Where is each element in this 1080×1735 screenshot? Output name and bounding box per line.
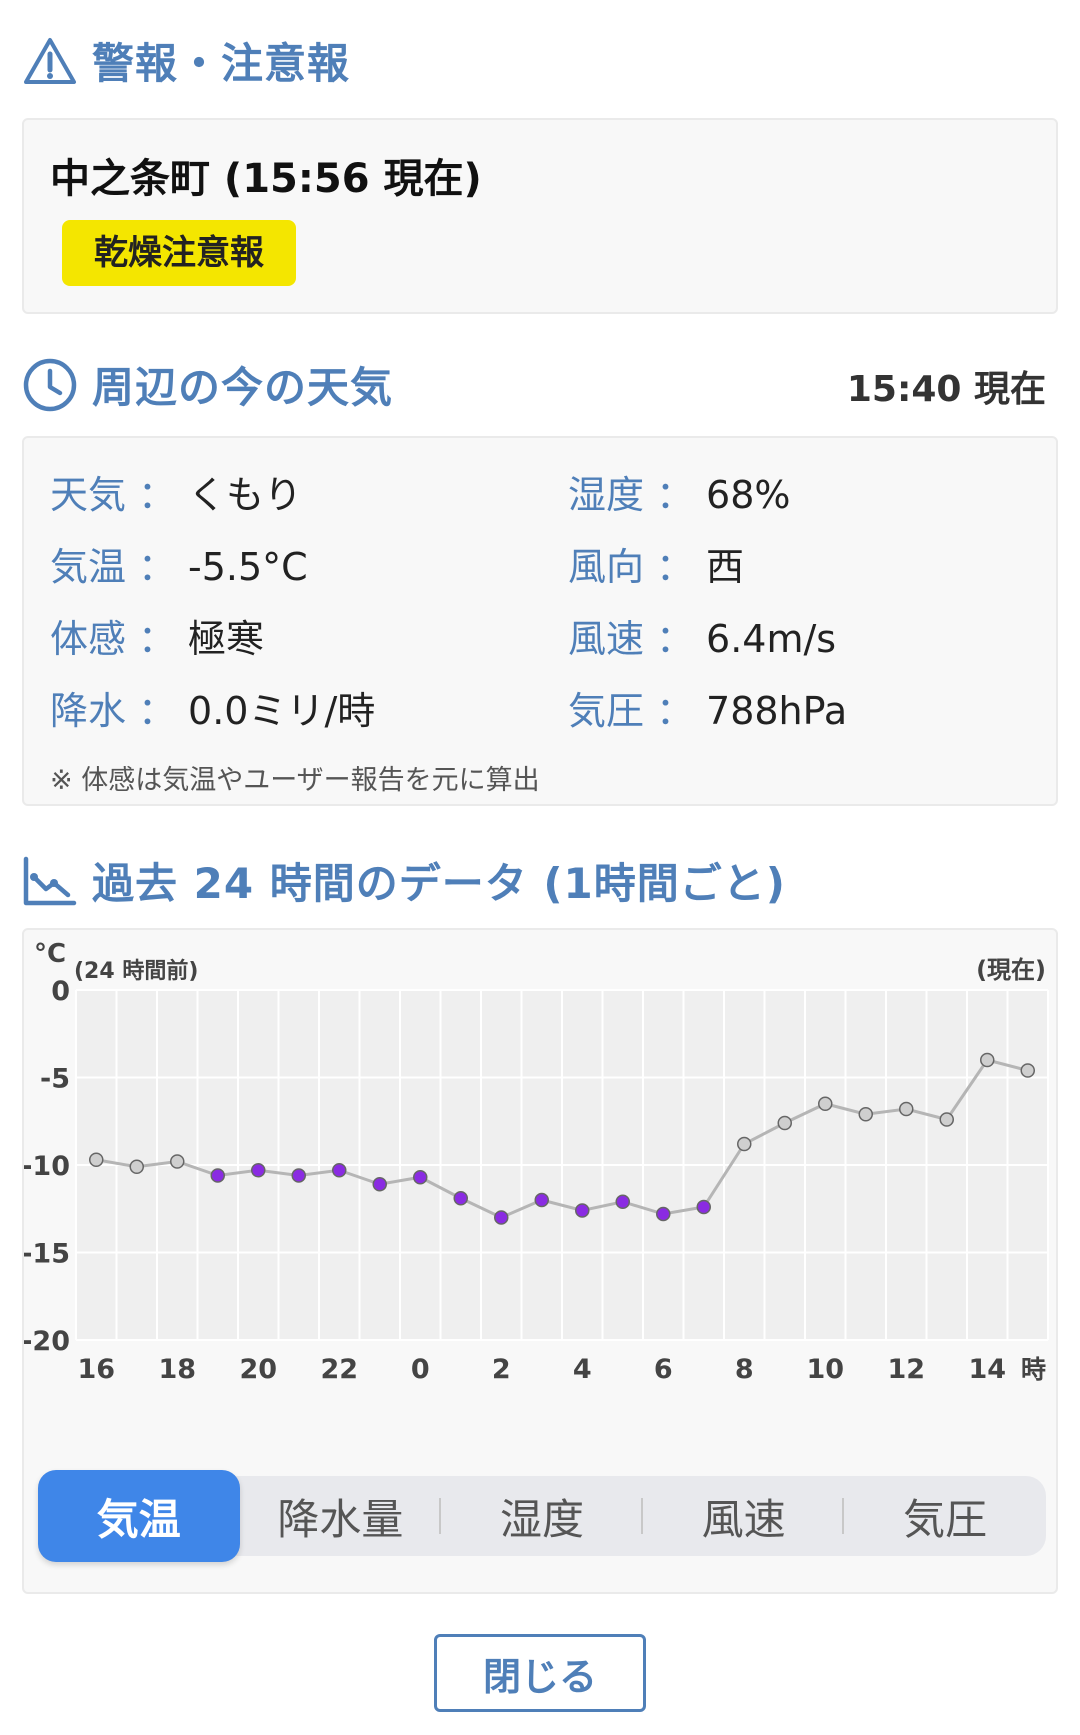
pressure-label: 気圧 xyxy=(568,689,645,733)
data-point xyxy=(899,1101,914,1117)
pressure-value: 788hPa xyxy=(706,689,848,733)
history-title: 過去 24 時間のデータ (1時間ごと) xyxy=(22,850,786,911)
current-weather-title: 周辺の今の天気 xyxy=(22,354,393,415)
x-tick-label: 8 xyxy=(735,1354,754,1385)
tab-precipitation[interactable]: 降水量 xyxy=(240,1476,442,1556)
wind-direction-item: 風向 ： 西 xyxy=(568,536,744,591)
data-point xyxy=(534,1192,549,1208)
data-point xyxy=(413,1170,428,1185)
x-tick-label: 20 xyxy=(239,1354,277,1385)
tab-pressure[interactable]: 気圧 xyxy=(903,1494,988,1544)
feels-like-note: ※ 体感は気温やユーザー報告を元に算出 xyxy=(50,765,540,796)
data-point xyxy=(129,1159,144,1174)
alerts-title: 警報・注意報 xyxy=(22,30,350,91)
x-tick-label: 18 xyxy=(158,1354,196,1385)
history-tabs: 気温 降水量 湿度 風速 気圧 xyxy=(38,1470,1046,1562)
feels-like-label: 体感 xyxy=(50,617,127,661)
current-weather-card: 天気 ： くもり 湿度 ： 68% 気温 ： -5.5°C 風向 ： 西 体感 … xyxy=(22,436,1058,806)
humidity-label: 湿度 xyxy=(568,473,645,517)
data-point xyxy=(818,1096,833,1111)
end-note: (現在) xyxy=(976,956,1046,984)
y-tick-label: -20 xyxy=(24,1326,70,1357)
x-tick-label: 4 xyxy=(573,1354,592,1385)
humidity-value: 68% xyxy=(706,473,791,517)
data-point xyxy=(372,1177,387,1192)
temperature-item: 気温 ： -5.5°C xyxy=(50,536,308,591)
line-chart-icon xyxy=(23,856,77,905)
warning-icon xyxy=(24,37,76,84)
wind-speed-item: 風速 ： 6.4m/s xyxy=(568,608,836,663)
data-point xyxy=(291,1168,306,1183)
temperature-value: -5.5°C xyxy=(188,545,308,589)
tab-wind-speed[interactable]: 風速 xyxy=(643,1476,845,1556)
dry-air-advisory-badge[interactable]: 乾燥注意報 xyxy=(62,220,296,286)
humidity-item: 湿度 ： 68% xyxy=(568,464,791,519)
data-point xyxy=(696,1199,711,1215)
y-axis-unit: °C xyxy=(34,939,66,969)
x-tick-label: 14 xyxy=(968,1354,1006,1385)
x-tick-label: 0 xyxy=(411,1354,430,1385)
precipitation-value: 0.0ミリ/時 xyxy=(188,689,376,733)
data-point xyxy=(980,1052,995,1068)
weather-value: くもり xyxy=(188,473,303,517)
y-tick-label: 0 xyxy=(51,976,70,1007)
data-point xyxy=(89,1152,104,1167)
data-point xyxy=(251,1163,266,1178)
alert-card: 中之条町 (15:56 現在) 乾燥注意報 xyxy=(22,118,1058,314)
data-point xyxy=(656,1206,671,1222)
feels-like-item: 体感 ： 極寒 xyxy=(50,608,264,663)
tab-temperature[interactable]: 気温 xyxy=(38,1470,240,1562)
y-tick-label: -5 xyxy=(40,1064,70,1095)
x-tick-label: 16 xyxy=(77,1354,115,1385)
wind-speed-value: 6.4m/s xyxy=(706,617,837,661)
x-tick-label: 10 xyxy=(806,1354,844,1385)
tab-humidity[interactable]: 湿度 xyxy=(441,1476,643,1556)
close-button[interactable]: 閉じる xyxy=(434,1634,646,1712)
x-tick-label: 22 xyxy=(320,1354,358,1385)
data-point xyxy=(332,1163,347,1178)
wind-speed-label: 風速 xyxy=(568,617,645,661)
y-tick-label: -15 xyxy=(24,1239,70,1270)
data-point xyxy=(494,1210,509,1225)
data-point xyxy=(777,1115,792,1131)
precipitation-item: 降水 ： 0.0ミリ/時 xyxy=(50,680,375,735)
start-note: (24 時間前) xyxy=(74,958,198,984)
data-point xyxy=(615,1194,630,1209)
current-weather-time: 15:40 現在 xyxy=(846,369,1046,410)
y-tick-label: -10 xyxy=(24,1151,70,1182)
wind-direction-label: 風向 xyxy=(568,545,645,589)
temperature-label: 気温 xyxy=(50,545,127,589)
data-point xyxy=(858,1107,873,1122)
data-point xyxy=(575,1203,590,1218)
data-point xyxy=(210,1168,225,1183)
data-point xyxy=(1020,1063,1035,1078)
weather-item: 天気 ： くもり xyxy=(50,464,302,519)
data-point xyxy=(453,1191,468,1206)
weather-label: 天気 xyxy=(50,473,127,517)
pressure-item: 気圧 ： 788hPa xyxy=(568,680,847,735)
history-chart-card: °C (24 時間前) (現在) 0 -5 -10 -15 -20 16 18 20 22 0 2 4 6 8 1… xyxy=(22,928,1058,1594)
feels-like-value: 極寒 xyxy=(188,617,265,661)
wind-direction-value: 西 xyxy=(706,545,745,589)
x-tick-label: 2 xyxy=(492,1354,511,1385)
x-tick-label: 6 xyxy=(654,1354,673,1385)
data-point xyxy=(939,1112,954,1127)
clock-icon xyxy=(23,358,77,411)
x-axis-unit: 時 xyxy=(1021,1355,1046,1384)
alert-place-time: 中之条町 (15:56 現在) xyxy=(50,156,482,202)
data-point xyxy=(170,1154,185,1169)
precipitation-label: 降水 xyxy=(50,689,127,733)
data-point xyxy=(737,1136,752,1152)
x-tick-label: 12 xyxy=(887,1354,925,1385)
